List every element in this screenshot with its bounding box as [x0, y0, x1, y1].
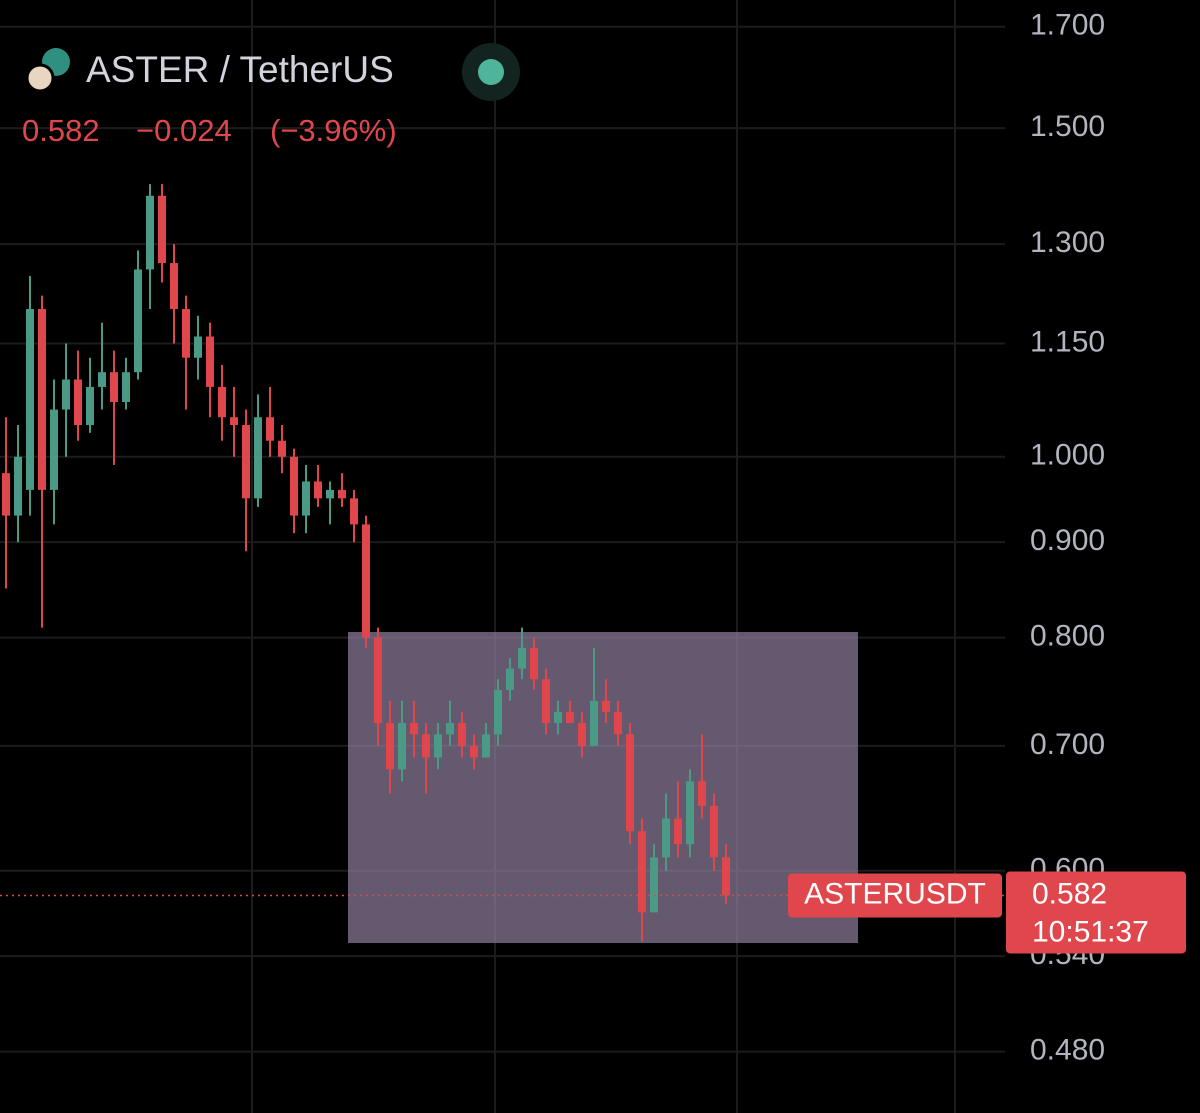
candle-body [686, 781, 694, 845]
candle-body [242, 424, 250, 499]
candle-body [86, 386, 94, 425]
candle-body [158, 195, 166, 264]
candle-body [482, 734, 490, 758]
price-tag: ASTERUSDT 0.582 10:51:37 [0, 871, 1186, 954]
candle-body [470, 745, 478, 758]
candle-body [374, 637, 382, 724]
candle-body [674, 818, 682, 845]
candle-body [626, 734, 634, 832]
candle-body [62, 379, 70, 410]
candle-body [650, 857, 658, 913]
candle-body [698, 781, 706, 806]
candle-body [98, 372, 106, 387]
candle-body [362, 524, 370, 638]
candle-body [506, 668, 514, 690]
candle-body [14, 456, 22, 516]
candle-body [638, 831, 646, 913]
candle-body [254, 417, 262, 499]
candle-body [662, 818, 670, 858]
candle-body [194, 336, 202, 358]
candle-body [122, 372, 130, 402]
candle-body [266, 417, 274, 441]
y-tick-label: 0.900 [1030, 524, 1105, 557]
y-tick-label: 1.000 [1030, 439, 1105, 472]
y-tick-label: 1.500 [1030, 110, 1105, 143]
candle-body [494, 689, 502, 735]
candle-body [350, 498, 358, 525]
candle-body [326, 489, 334, 499]
candle-body [218, 386, 226, 418]
candle-body [170, 263, 178, 310]
y-tick-label: 1.300 [1030, 226, 1105, 259]
candle-body [590, 700, 598, 746]
price-axis: 1.700 1.500 1.300 1.150 1.000 0.900 0.800 0.700… [1030, 9, 1105, 1067]
candle-body [230, 417, 238, 425]
symbol-title: ASTER / TetherUS [86, 49, 394, 90]
candle-body [518, 647, 526, 669]
candle-body [278, 440, 286, 457]
price-label-box [1006, 871, 1186, 954]
header: ASTER / TetherUS 0.582 −0.024 (−3.96%) [22, 43, 520, 148]
exchange-icon [25, 63, 55, 93]
candle-body [542, 679, 550, 724]
change: −0.024 [136, 113, 232, 148]
change-percent: (−3.96%) [270, 113, 397, 148]
y-tick-label: 1.150 [1030, 325, 1105, 358]
candle-body [302, 481, 310, 516]
candle-body [614, 711, 622, 735]
candle-body [578, 723, 586, 746]
candle-body [146, 195, 154, 270]
y-tick-label: 0.700 [1030, 728, 1105, 761]
candle-body [290, 456, 298, 516]
candle-body [458, 723, 466, 746]
candle-body [710, 805, 718, 858]
candle-body [398, 723, 406, 770]
status-dot [478, 59, 504, 85]
candle-body [602, 700, 610, 712]
candle-body [182, 309, 190, 358]
last-price: 0.582 [22, 113, 100, 148]
countdown-label: 10:51:37 [1032, 915, 1149, 948]
candle-body [422, 734, 430, 758]
candle-body [554, 711, 562, 724]
candle-body [134, 269, 142, 373]
y-tick-label: 0.480 [1030, 1034, 1105, 1067]
symbol-label-box [788, 873, 1002, 918]
candle-body [722, 857, 730, 896]
price-label: 0.582 [1032, 877, 1107, 910]
candle-body [446, 723, 454, 735]
candle-body [206, 336, 214, 387]
y-tick-label: 0.800 [1030, 620, 1105, 653]
candle-body [2, 473, 10, 516]
candle-body [410, 723, 418, 735]
symbol-label: ASTERUSDT [804, 877, 986, 910]
y-tick-label: 1.700 [1030, 9, 1105, 42]
candle-body [26, 309, 34, 490]
candle-body [110, 372, 118, 402]
candle-body [434, 734, 442, 758]
candle-body [338, 489, 346, 499]
candle-body [38, 309, 46, 490]
candle-body [74, 379, 82, 425]
candle-body [530, 647, 538, 680]
candle-body [50, 409, 58, 490]
candle-body [314, 481, 322, 499]
candle-body [386, 723, 394, 770]
range-box [348, 632, 858, 943]
candle-body [566, 711, 574, 724]
candles [2, 184, 730, 942]
